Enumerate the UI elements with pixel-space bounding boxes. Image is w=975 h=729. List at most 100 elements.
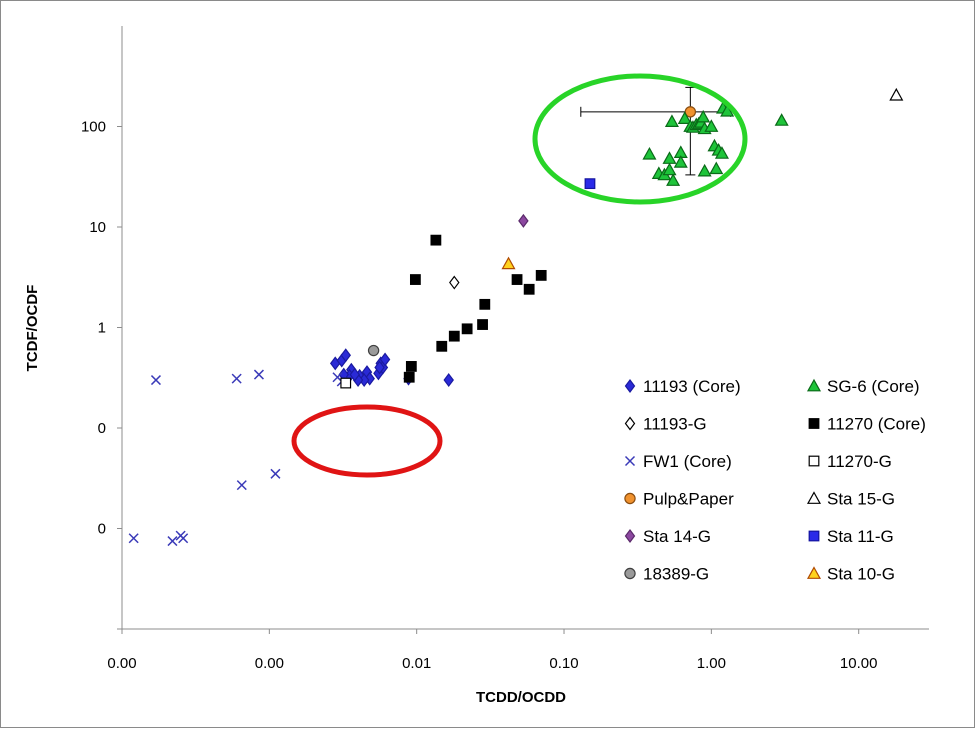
x-tick-label: 0.00: [255, 655, 284, 672]
legend-label-sta-14-g: Sta 14-G: [643, 527, 711, 546]
legend-label-sg-6-core: SG-6 (Core): [827, 377, 920, 396]
point-pulp-paper: [684, 106, 697, 118]
green-highlight-ellipse: [532, 73, 748, 205]
data-points: [128, 87, 904, 547]
point-11270-core: [448, 330, 460, 342]
x-tick-label: 1.00: [697, 655, 726, 672]
point-fw1-core: [253, 369, 264, 380]
legend-marker-fw1-core: [624, 455, 636, 467]
x-marker-stroke: [253, 369, 264, 380]
legend-label-sta-15-g: Sta 15-G: [827, 490, 895, 509]
point-sg-6-core: [697, 163, 712, 177]
point-sg-6-core: [696, 109, 711, 123]
legend-label-11270-core: 11270 (Core): [827, 415, 926, 434]
point-sta-15-g: [889, 87, 904, 101]
point-11270-core: [461, 323, 473, 335]
x-marker-stroke: [270, 468, 281, 479]
legend-label-pulp-paper: Pulp&Paper: [643, 490, 734, 509]
point-11193-core: [374, 360, 385, 375]
point-fw1-core: [150, 375, 161, 386]
point-fw1-core: [178, 533, 189, 544]
legend: 11193 (Core) SG-6 (Core) 11193-G 11270 (Cor…: [624, 377, 926, 584]
point-11270-core: [477, 319, 488, 330]
point-fw1-core: [236, 480, 247, 491]
point-11270-core: [403, 371, 415, 383]
point-11270-g: [340, 377, 352, 389]
x-marker-stroke: [150, 375, 161, 386]
point-11270-core: [430, 234, 442, 246]
legend-marker-sta-14-g: [624, 529, 636, 543]
legend-marker-11270-core: [808, 418, 820, 429]
point-sta-10-g: [501, 256, 516, 270]
point-11270-core: [523, 283, 535, 295]
highlight-ellipses: [291, 73, 748, 478]
x-axis-title: TCDD/OCDD: [476, 689, 566, 706]
point-sg-6-core: [662, 151, 677, 164]
point-sg-6-core: [673, 155, 688, 168]
x-tick-label: 10.00: [840, 655, 878, 672]
point-11193-core: [443, 373, 454, 388]
point-sg-6-core: [774, 113, 789, 126]
point-11193-g: [449, 275, 460, 290]
x-marker-stroke: [231, 373, 242, 384]
point-11193-core: [379, 352, 391, 367]
legend-marker-sta-15-g: [806, 491, 822, 504]
point-sg-6-core: [714, 146, 729, 159]
point-11193-core: [349, 367, 361, 382]
legend-marker-11193-g: [624, 416, 636, 431]
x-tick-label: 0.00: [107, 655, 136, 672]
x-marker-stroke: [128, 533, 139, 544]
legend-label-fw1-core: FW1 (Core): [643, 452, 732, 471]
x-marker-stroke: [236, 480, 247, 491]
point-sg-6-core: [666, 173, 681, 186]
point-fw1-core: [128, 533, 139, 544]
red-highlight-ellipse: [291, 404, 443, 478]
y-tick-label: 1: [98, 320, 106, 337]
point-sta-14-g: [518, 213, 529, 228]
point-fw1-core: [231, 373, 242, 384]
y-tick-label: 10: [89, 219, 106, 236]
y-tick-label: 100: [81, 119, 106, 136]
point-sg-6-core: [720, 103, 735, 117]
axes: [121, 26, 929, 630]
legend-label-18389-g: 18389-G: [643, 565, 709, 584]
legend-marker-pulp-paper: [624, 492, 636, 505]
y-tick-label: 0: [98, 521, 106, 538]
legend-marker-11193-core: [624, 379, 636, 393]
legend-label-11270-g: 11270-G: [827, 452, 892, 471]
point-sg-6-core: [662, 162, 677, 176]
point-11270-core: [409, 274, 421, 285]
point-18389-g: [367, 344, 380, 357]
y-axis-title: TCDF/OCDF: [24, 285, 41, 372]
point-sg-6-core: [677, 111, 692, 124]
x-tick-label: 0.01: [402, 655, 431, 672]
legend-marker-11270-g: [808, 455, 820, 467]
y-tick-label: 0: [98, 420, 106, 437]
x-marker-stroke: [624, 455, 636, 467]
point-fw1-core: [270, 468, 281, 479]
point-sg-6-core: [709, 161, 724, 175]
point-11270-core: [479, 298, 491, 310]
legend-marker-sg-6-core: [806, 378, 822, 392]
x-tick-label: 0.10: [549, 655, 578, 672]
point-11270-core: [511, 274, 523, 285]
point-fw1-core: [167, 536, 178, 547]
point-11193-core: [340, 348, 351, 363]
point-sta-11-g: [584, 178, 596, 190]
legend-label-sta-11-g: Sta 11-G: [827, 527, 894, 546]
point-11270-core: [535, 269, 547, 281]
legend-label-sta-10-g: Sta 10-G: [827, 565, 895, 584]
legend-marker-sta-11-g: [808, 530, 820, 542]
tick-labels: 0.00 0.00 0.01 0.10 1.00 10.00 0 0 1 10 100: [81, 119, 878, 673]
point-sg-6-core: [704, 119, 719, 132]
legend-label-11193-core: 11193 (Core): [643, 377, 741, 396]
legend-marker-sta-10-g: [806, 566, 822, 579]
legend-label-11193-g: 11193-G: [643, 415, 707, 434]
x-marker-stroke: [178, 533, 189, 544]
point-sg-6-core: [664, 114, 679, 127]
legend-marker-18389-g: [624, 567, 636, 580]
point-sg-6-core: [642, 146, 657, 160]
x-marker-stroke: [167, 536, 178, 547]
